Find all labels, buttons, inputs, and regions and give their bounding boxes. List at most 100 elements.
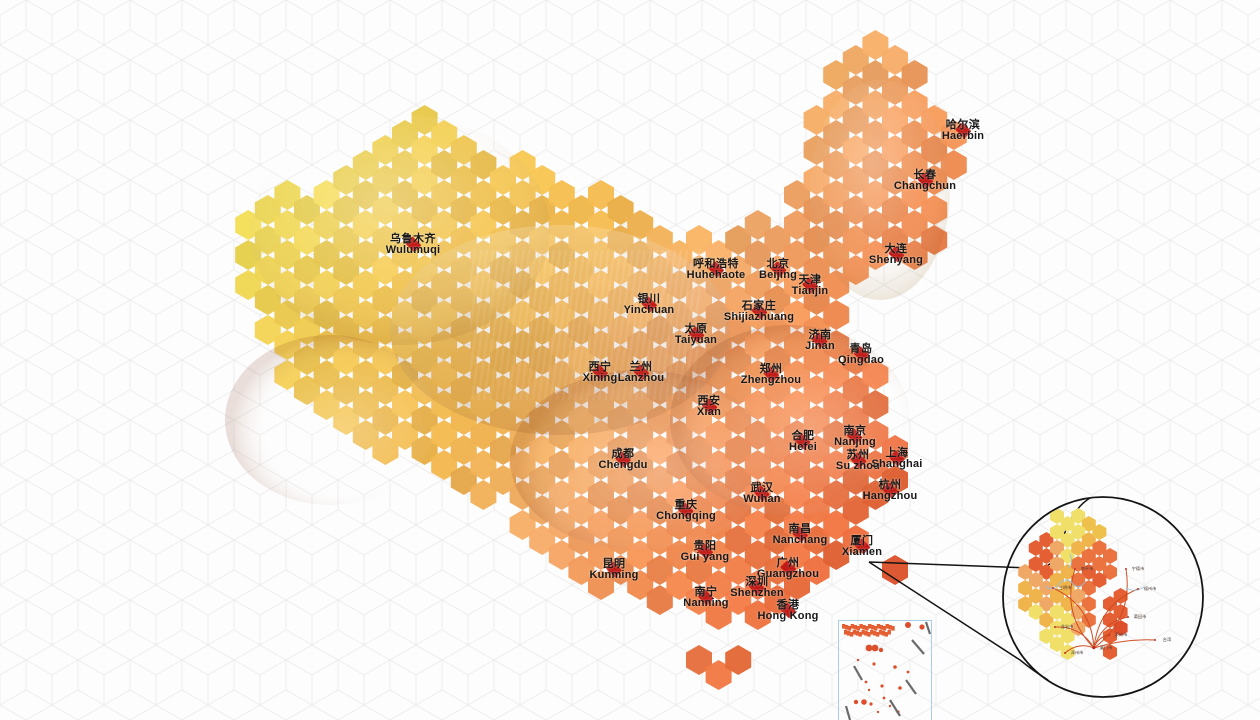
city-label-haerbin[interactable]: 哈尔滨 Haerbin — [942, 118, 984, 142]
city-name-cn: 广州 — [776, 556, 800, 569]
city-label-jinan[interactable]: 济南 Jinan — [805, 329, 835, 352]
city-label-tianjin[interactable]: 天津 Tianjin — [792, 273, 829, 297]
city-name-cn: 南京 — [843, 424, 867, 437]
city-label-wuhan[interactable]: 武汉 Wuhan — [743, 481, 781, 505]
city-name-cn: 重庆 — [674, 498, 698, 511]
inset-node-marker — [1125, 568, 1127, 570]
city-label-hefei[interactable]: 合肥 Hefei — [789, 430, 817, 453]
city-label-taiyuan[interactable]: 太原 Taiyuan — [675, 322, 717, 346]
inset-hub-marker — [1092, 646, 1096, 650]
city-name-cn: 苏州 — [846, 448, 870, 461]
city-label-shijiazhuang[interactable]: 石家庄 Shijiazhuang — [723, 300, 795, 323]
inset-flow-arc — [1093, 639, 1156, 649]
city-label-xining[interactable]: 西宁 Xining — [583, 360, 618, 384]
city-name-en: Shenzhen — [730, 587, 784, 599]
city-name-en: Shanghai — [871, 458, 923, 470]
inset-city-label: 台湾 — [1162, 637, 1172, 642]
city-label-zhengzhou[interactable]: 郑州 Zhengzhou — [740, 362, 802, 386]
inset-node-marker — [1064, 652, 1066, 654]
inset-flow-arc — [1052, 587, 1095, 649]
city-name-en: Chongqing — [656, 510, 716, 522]
city-name-cn: 银川 — [637, 292, 661, 305]
city-label-wulumuqi[interactable]: 乌鲁木齐 Wulumuqi — [386, 232, 441, 256]
inset-node-marker — [1108, 634, 1110, 636]
city-label-shenzhen[interactable]: 深圳 Shenzhen — [730, 575, 784, 599]
city-name-cn: 天津 — [798, 273, 822, 286]
inset-node-marker — [1052, 587, 1054, 589]
inset-flow-arc — [1070, 568, 1095, 649]
city-name-en: Nanjing — [834, 436, 876, 448]
city-label-shanghai[interactable]: 上海 Shanghai — [871, 446, 923, 470]
city-label-qingdao[interactable]: 青岛 Qingdao — [837, 343, 885, 366]
inset-city-label: 泉州市 — [1114, 632, 1128, 637]
city-label-nanjing[interactable]: 南京 Nanjing — [834, 424, 876, 448]
city-name-en: Shijiazhuang — [723, 311, 795, 323]
city-label-chongqing[interactable]: 重庆 Chongqing — [656, 498, 716, 522]
city-name-en: Zhengzhou — [740, 374, 802, 386]
city-label-yinchuan[interactable]: 银川 Yinchuan — [623, 292, 675, 316]
city-label-lanzhou[interactable]: 兰州 Lanzhou — [618, 361, 665, 384]
city-name-cn: 西宁 — [588, 360, 612, 373]
city-name-en: Hong Kong — [757, 610, 819, 622]
city-name-en: Hangzhou — [862, 490, 918, 502]
city-label-nanning[interactable]: 南宁 Nanning — [683, 585, 729, 609]
city-name-cn: 太原 — [684, 322, 708, 335]
city-name-cn: 乌鲁木齐 — [390, 232, 436, 245]
city-name-en: Chengdu — [598, 459, 648, 471]
city-name-en: Wuhan — [743, 493, 781, 505]
inset-node-marker — [1154, 639, 1156, 641]
city-name-en: Jinan — [805, 340, 835, 352]
inset-node-marker — [1127, 616, 1129, 618]
city-label-xian[interactable]: 西安 Xian — [697, 394, 721, 418]
city-label-nanchang[interactable]: 南昌 Nanchang — [772, 523, 828, 546]
city-name-cn: 郑州 — [759, 362, 783, 375]
city-label-kunming[interactable]: 昆明 Kunming — [589, 557, 638, 581]
city-label-gui-yang[interactable]: 贵阳 Gui yang — [681, 540, 730, 563]
south-china-sea-inset-frame — [838, 620, 932, 720]
city-name-en: Xiamen — [841, 546, 883, 558]
city-name-cn: 呼和浩特 — [692, 257, 739, 270]
city-label-xiamen[interactable]: 厦门 Xiamen — [841, 534, 883, 558]
city-label-su-zhou[interactable]: 苏州 Su zhou — [835, 448, 881, 472]
inset-flow-arc — [1054, 626, 1095, 649]
city-name-cn: 香港 — [776, 598, 800, 611]
city-label-hong-kong[interactable]: 香港 Hong Kong — [757, 598, 819, 622]
city-name-en: Su zhou — [835, 460, 881, 472]
city-name-cn: 武汉 — [750, 481, 774, 494]
city-label-hangzhou[interactable]: 杭州 Hangzhou — [862, 478, 918, 502]
city-name-en: Nanning — [683, 597, 729, 609]
city-label-shenyang[interactable]: 大连 Shenyang — [868, 243, 924, 266]
city-label-guangzhou[interactable]: 广州 Guangzhou — [757, 556, 819, 580]
city-name-en: Shenyang — [868, 254, 924, 266]
city-label-beijing[interactable]: 北京 Beijing — [758, 257, 798, 281]
inset-city-label: 三明市 — [1058, 585, 1072, 590]
city-name-cn: 上海 — [885, 446, 909, 459]
city-label-chengdu[interactable]: 成都 Chengdu — [598, 447, 648, 471]
city-name-cn: 厦门 — [850, 534, 874, 547]
city-name-cn: 杭州 — [878, 478, 902, 491]
city-name-cn: 昆明 — [602, 557, 626, 570]
city-name-cn: 成都 — [611, 447, 635, 460]
city-name-en: Yinchuan — [623, 304, 675, 316]
city-name-en: Hefei — [789, 441, 817, 453]
inset-flow-arc — [1093, 568, 1128, 649]
city-name-en: Beijing — [758, 269, 798, 281]
city-name-cn: 西安 — [697, 394, 721, 407]
inset-city-label: 南平市 — [1080, 566, 1094, 571]
inset-city-label: 漳州市 — [1070, 650, 1084, 655]
city-label-changchun[interactable]: 长春 Changchun — [894, 169, 956, 192]
city-name-cn: 北京 — [766, 257, 790, 270]
city-name-cn: 深圳 — [745, 575, 769, 588]
city-label-huhehaote[interactable]: 呼和浩特 Huhehaote — [687, 257, 746, 281]
city-name-cn: 哈尔滨 — [945, 118, 981, 131]
city-name-en: Qingdao — [837, 354, 885, 366]
city-name-cn: 南宁 — [694, 585, 718, 598]
inset-city-label: 宁德市 — [1131, 566, 1145, 571]
inset-city-label: 龙岩市 — [1060, 624, 1074, 629]
inset-node-marker — [1137, 588, 1139, 590]
inset-flow-arc — [1093, 588, 1139, 649]
inset-node-marker — [1054, 626, 1056, 628]
city-name-en: Nanchang — [772, 534, 828, 546]
